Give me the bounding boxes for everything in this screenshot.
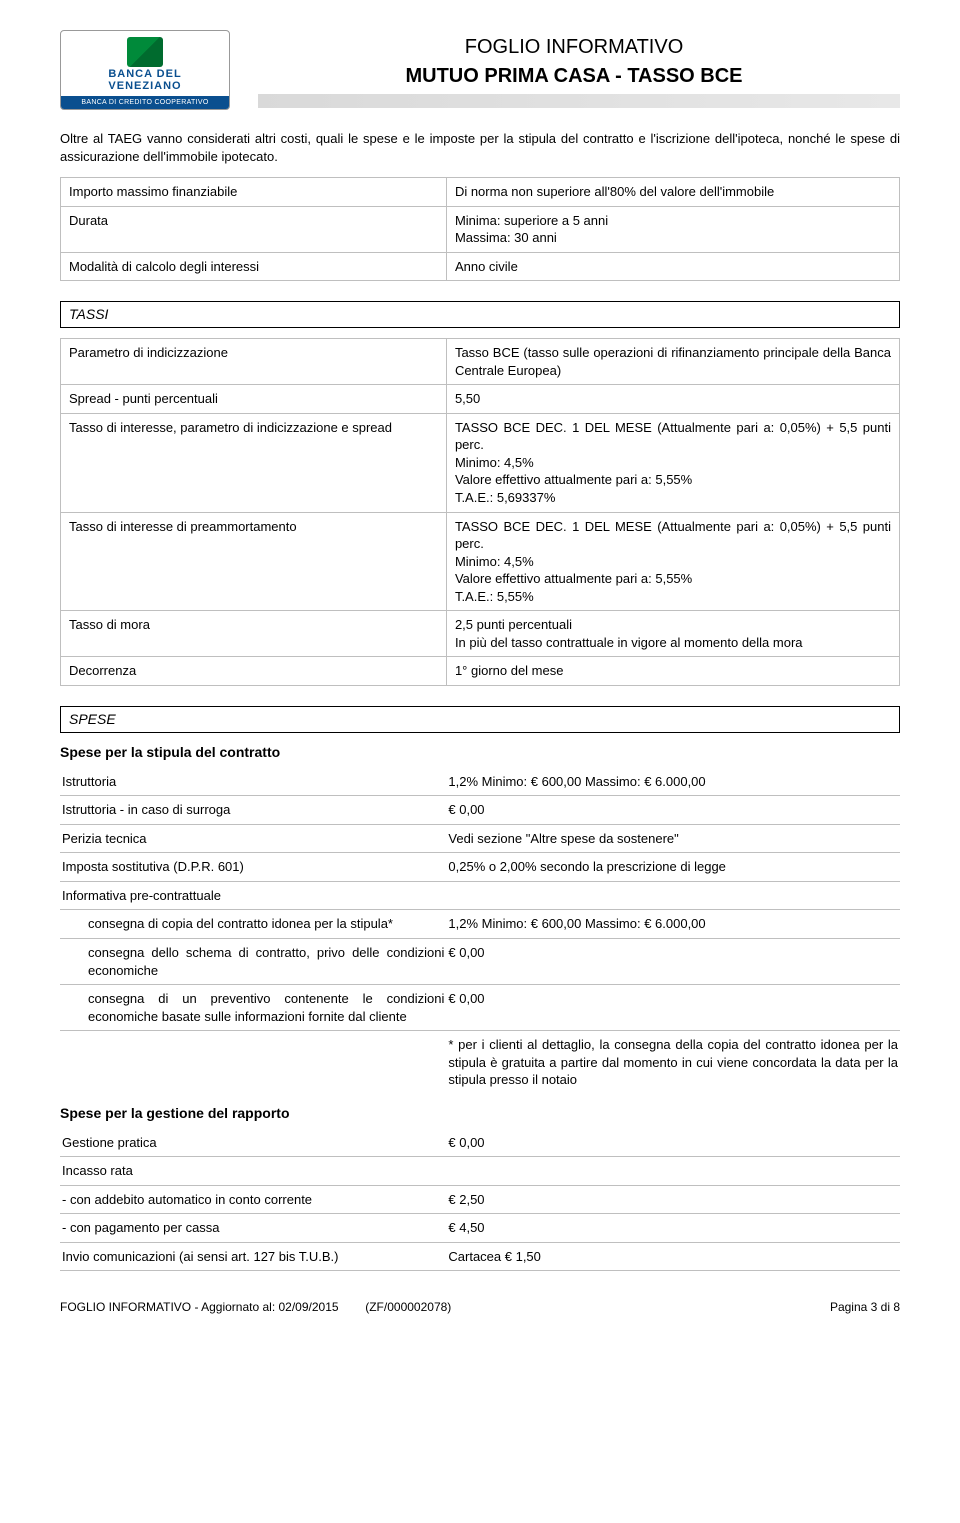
table-row: Spread - punti percentuali5,50 xyxy=(61,385,900,414)
table-cell: consegna di un preventivo contenente le … xyxy=(60,985,446,1031)
table-row: Istruttoria - in caso di surroga€ 0,00 xyxy=(60,796,900,825)
page-footer: FOGLIO INFORMATIVO - Aggiornato al: 02/0… xyxy=(60,1299,900,1315)
table-row: - con addebito automatico in conto corre… xyxy=(60,1185,900,1214)
table-cell: 1° giorno del mese xyxy=(446,657,899,686)
table-cell: € 0,00 xyxy=(446,796,900,825)
table-cell: Vedi sezione "Altre spese da sostenere" xyxy=(446,824,900,853)
table-row: Tasso di interesse di preammortamentoTAS… xyxy=(61,512,900,611)
stipula-note: * per i clienti al dettaglio, la consegn… xyxy=(446,1031,900,1094)
table-cell: € 0,00 xyxy=(446,985,900,1031)
table-cell: Gestione pratica xyxy=(60,1129,446,1157)
table-row: Gestione pratica€ 0,00 xyxy=(60,1129,900,1157)
table-cell: Minima: superiore a 5 anniMassima: 30 an… xyxy=(446,206,899,252)
doc-title-1: FOGLIO INFORMATIVO xyxy=(248,34,900,61)
table-row: Importo massimo finanziabileDi norma non… xyxy=(61,178,900,207)
tassi-table: Parametro di indicizzazioneTasso BCE (ta… xyxy=(60,338,900,686)
table-row: Perizia tecnicaVedi sezione "Altre spese… xyxy=(60,824,900,853)
spese-gestione-subhead: Spese per la gestione del rapporto xyxy=(60,1104,900,1123)
table-row: Informativa pre-contrattuale xyxy=(60,881,900,910)
logo-subtitle: BANCA DI CREDITO COOPERATIVO xyxy=(61,96,229,109)
table-cell: Anno civile xyxy=(446,252,899,281)
table-row: consegna di copia del contratto idonea p… xyxy=(60,910,900,939)
spese-stipula-table: Istruttoria1,2% Minimo: € 600,00 Massimo… xyxy=(60,768,900,1094)
intro-paragraph: Oltre al TAEG vanno considerati altri co… xyxy=(60,130,900,165)
table-cell: € 0,00 xyxy=(446,938,900,984)
table-row: consegna dello schema di contratto, priv… xyxy=(60,938,900,984)
spese-gestione-table: Gestione pratica€ 0,00Incasso rata- con … xyxy=(60,1129,900,1272)
table-cell: Parametro di indicizzazione xyxy=(61,339,447,385)
table-cell: - con addebito automatico in conto corre… xyxy=(60,1185,446,1214)
bank-logo: BANCA DEL VENEZIANO BANCA DI CREDITO COO… xyxy=(60,30,230,110)
table-cell: TASSO BCE DEC. 1 DEL MESE (Attualmente p… xyxy=(446,512,899,611)
table-cell: consegna dello schema di contratto, priv… xyxy=(60,938,446,984)
general-info-table: Importo massimo finanziabileDi norma non… xyxy=(60,177,900,281)
table-cell: € 0,00 xyxy=(446,1129,900,1157)
table-row: Decorrenza1° giorno del mese xyxy=(61,657,900,686)
table-cell: Tasso di mora xyxy=(61,611,447,657)
table-row: Modalità di calcolo degli interessiAnno … xyxy=(61,252,900,281)
logo-mark-icon xyxy=(127,37,163,67)
table-cell: Istruttoria xyxy=(60,768,446,796)
logo-text: BANCA DEL VENEZIANO xyxy=(67,69,223,92)
table-cell: 2,5 punti percentualiIn più del tasso co… xyxy=(446,611,899,657)
table-row: * per i clienti al dettaglio, la consegn… xyxy=(60,1031,900,1094)
table-cell: Perizia tecnica xyxy=(60,824,446,853)
spese-stipula-subhead: Spese per la stipula del contratto xyxy=(60,743,900,762)
table-cell: Modalità di calcolo degli interessi xyxy=(61,252,447,281)
table-cell: Tasso di interesse di preammortamento xyxy=(61,512,447,611)
table-row: Incasso rata xyxy=(60,1157,900,1186)
table-cell: - con pagamento per cassa xyxy=(60,1214,446,1243)
table-cell: Tasso di interesse, parametro di indiciz… xyxy=(61,413,447,512)
table-cell: Spread - punti percentuali xyxy=(61,385,447,414)
table-cell: Istruttoria - in caso di surroga xyxy=(60,796,446,825)
table-cell: Durata xyxy=(61,206,447,252)
table-cell: 1,2% Minimo: € 600,00 Massimo: € 6.000,0… xyxy=(446,768,900,796)
table-row: Tasso di interesse, parametro di indiciz… xyxy=(61,413,900,512)
table-cell: Importo massimo finanziabile xyxy=(61,178,447,207)
table-cell: Decorrenza xyxy=(61,657,447,686)
table-cell: Incasso rata xyxy=(60,1157,446,1186)
table-row: Imposta sostitutiva (D.P.R. 601)0,25% o … xyxy=(60,853,900,882)
table-row: Istruttoria1,2% Minimo: € 600,00 Massimo… xyxy=(60,768,900,796)
section-spese-heading: SPESE xyxy=(60,706,900,733)
table-cell: consegna di copia del contratto idonea p… xyxy=(60,910,446,939)
table-cell: 5,50 xyxy=(446,385,899,414)
table-row: DurataMinima: superiore a 5 anniMassima:… xyxy=(61,206,900,252)
table-cell xyxy=(446,1157,900,1186)
table-row: Parametro di indicizzazioneTasso BCE (ta… xyxy=(61,339,900,385)
table-cell: Imposta sostitutiva (D.P.R. 601) xyxy=(60,853,446,882)
table-row: consegna di un preventivo contenente le … xyxy=(60,985,900,1031)
table-cell: 0,25% o 2,00% secondo la prescrizione di… xyxy=(446,853,900,882)
table-cell: Cartacea € 1,50 xyxy=(446,1242,900,1271)
table-cell: TASSO BCE DEC. 1 DEL MESE (Attualmente p… xyxy=(446,413,899,512)
table-cell: Tasso BCE (tasso sulle operazioni di rif… xyxy=(446,339,899,385)
title-block: FOGLIO INFORMATIVO MUTUO PRIMA CASA - TA… xyxy=(248,30,900,108)
footer-right: Pagina 3 di 8 xyxy=(830,1299,900,1315)
table-row: - con pagamento per cassa€ 4,50 xyxy=(60,1214,900,1243)
page-header: BANCA DEL VENEZIANO BANCA DI CREDITO COO… xyxy=(60,30,900,110)
table-cell: 1,2% Minimo: € 600,00 Massimo: € 6.000,0… xyxy=(446,910,900,939)
precontr-label: Informativa pre-contrattuale xyxy=(60,881,900,910)
table-cell: Di norma non superiore all'80% del valor… xyxy=(446,178,899,207)
table-cell: € 2,50 xyxy=(446,1185,900,1214)
table-cell: € 4,50 xyxy=(446,1214,900,1243)
table-cell: Invio comunicazioni (ai sensi art. 127 b… xyxy=(60,1242,446,1271)
section-tassi-heading: TASSI xyxy=(60,301,900,328)
table-row: Invio comunicazioni (ai sensi art. 127 b… xyxy=(60,1242,900,1271)
title-underline xyxy=(258,94,900,108)
doc-title-2: MUTUO PRIMA CASA - TASSO BCE xyxy=(248,63,900,90)
empty-cell xyxy=(60,1031,446,1094)
table-row: Tasso di mora2,5 punti percentualiIn più… xyxy=(61,611,900,657)
footer-left: FOGLIO INFORMATIVO - Aggiornato al: 02/0… xyxy=(60,1299,451,1315)
